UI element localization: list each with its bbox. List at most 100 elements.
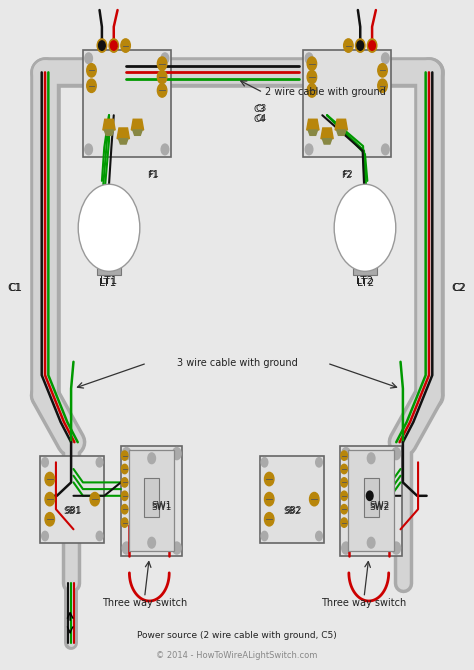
Text: Three way switch: Three way switch: [102, 598, 187, 608]
Circle shape: [148, 453, 155, 464]
Circle shape: [161, 53, 169, 64]
Circle shape: [392, 448, 401, 460]
Bar: [83, 50, 171, 157]
Polygon shape: [322, 139, 332, 144]
Bar: [40, 456, 104, 543]
Circle shape: [87, 79, 96, 92]
Polygon shape: [308, 130, 318, 135]
Circle shape: [307, 84, 317, 97]
Circle shape: [341, 518, 347, 527]
Circle shape: [305, 144, 313, 155]
Circle shape: [378, 79, 387, 92]
Circle shape: [344, 39, 353, 52]
Text: Three way switch: Three way switch: [321, 598, 407, 608]
Text: C2: C2: [453, 283, 467, 293]
Circle shape: [369, 41, 375, 50]
Circle shape: [261, 531, 268, 541]
Text: LT1: LT1: [100, 277, 118, 286]
Circle shape: [42, 458, 48, 467]
Circle shape: [341, 505, 347, 514]
Circle shape: [334, 184, 396, 271]
Circle shape: [161, 144, 169, 155]
Circle shape: [157, 84, 167, 97]
Circle shape: [96, 531, 103, 541]
Circle shape: [341, 491, 347, 500]
Circle shape: [173, 448, 181, 460]
Text: 2 wire cable with ground: 2 wire cable with ground: [265, 88, 386, 97]
Bar: [340, 446, 402, 556]
Circle shape: [366, 491, 373, 500]
Text: F1: F1: [147, 171, 158, 180]
Circle shape: [157, 70, 167, 84]
Circle shape: [121, 464, 128, 474]
Circle shape: [110, 41, 117, 50]
Text: SB2: SB2: [284, 506, 301, 515]
Bar: [260, 456, 324, 543]
Text: LT2: LT2: [357, 278, 374, 287]
Circle shape: [382, 144, 389, 155]
Polygon shape: [118, 139, 128, 144]
Polygon shape: [321, 128, 333, 139]
Text: Power source (2 wire cable with ground, C5): Power source (2 wire cable with ground, …: [137, 630, 337, 640]
Text: C1: C1: [7, 283, 21, 293]
Polygon shape: [337, 130, 346, 135]
Bar: [144, 478, 159, 517]
Text: SW2: SW2: [369, 501, 389, 511]
Text: SB2: SB2: [283, 507, 301, 517]
Circle shape: [367, 453, 375, 464]
Circle shape: [261, 458, 268, 467]
Text: F2: F2: [342, 170, 353, 179]
Text: SW1: SW1: [151, 502, 171, 512]
Circle shape: [121, 39, 130, 52]
Bar: [97, 256, 121, 275]
Bar: [348, 450, 394, 551]
Circle shape: [264, 513, 274, 526]
Text: C2: C2: [451, 283, 465, 293]
Circle shape: [341, 478, 347, 487]
Circle shape: [157, 57, 167, 70]
Text: © 2014 - HowToWireALightSwitch.com: © 2014 - HowToWireALightSwitch.com: [156, 651, 318, 660]
Circle shape: [264, 492, 274, 506]
Circle shape: [121, 505, 128, 514]
Circle shape: [173, 542, 181, 554]
Circle shape: [121, 518, 128, 527]
Circle shape: [87, 64, 96, 77]
Circle shape: [341, 464, 347, 474]
Circle shape: [85, 53, 92, 64]
Text: LT2: LT2: [356, 277, 374, 286]
Circle shape: [342, 542, 350, 554]
Circle shape: [367, 39, 377, 52]
Circle shape: [78, 184, 140, 271]
Circle shape: [148, 537, 155, 548]
Circle shape: [357, 41, 364, 50]
Circle shape: [307, 57, 317, 70]
Circle shape: [378, 64, 387, 77]
Circle shape: [45, 472, 55, 486]
Circle shape: [264, 472, 274, 486]
Text: SB1: SB1: [64, 506, 82, 515]
Circle shape: [121, 478, 128, 487]
Text: C3: C3: [254, 105, 265, 114]
Text: 3 wire cable with ground: 3 wire cable with ground: [177, 358, 297, 368]
Bar: [364, 478, 379, 517]
Polygon shape: [335, 119, 347, 130]
Circle shape: [121, 491, 128, 500]
Text: SW2: SW2: [369, 502, 389, 512]
Circle shape: [316, 531, 322, 541]
Circle shape: [122, 448, 131, 460]
Polygon shape: [307, 119, 319, 130]
Polygon shape: [104, 130, 114, 135]
Text: SW1: SW1: [151, 501, 171, 511]
Bar: [121, 446, 182, 556]
Circle shape: [382, 53, 389, 64]
Circle shape: [90, 492, 100, 506]
Text: C3: C3: [256, 104, 267, 113]
Text: SB1: SB1: [64, 507, 82, 517]
Text: F1: F1: [148, 170, 159, 179]
Text: C4: C4: [256, 114, 267, 123]
Polygon shape: [117, 128, 129, 139]
Circle shape: [121, 451, 128, 460]
Circle shape: [45, 492, 55, 506]
Text: F2: F2: [341, 171, 352, 180]
Circle shape: [45, 513, 55, 526]
